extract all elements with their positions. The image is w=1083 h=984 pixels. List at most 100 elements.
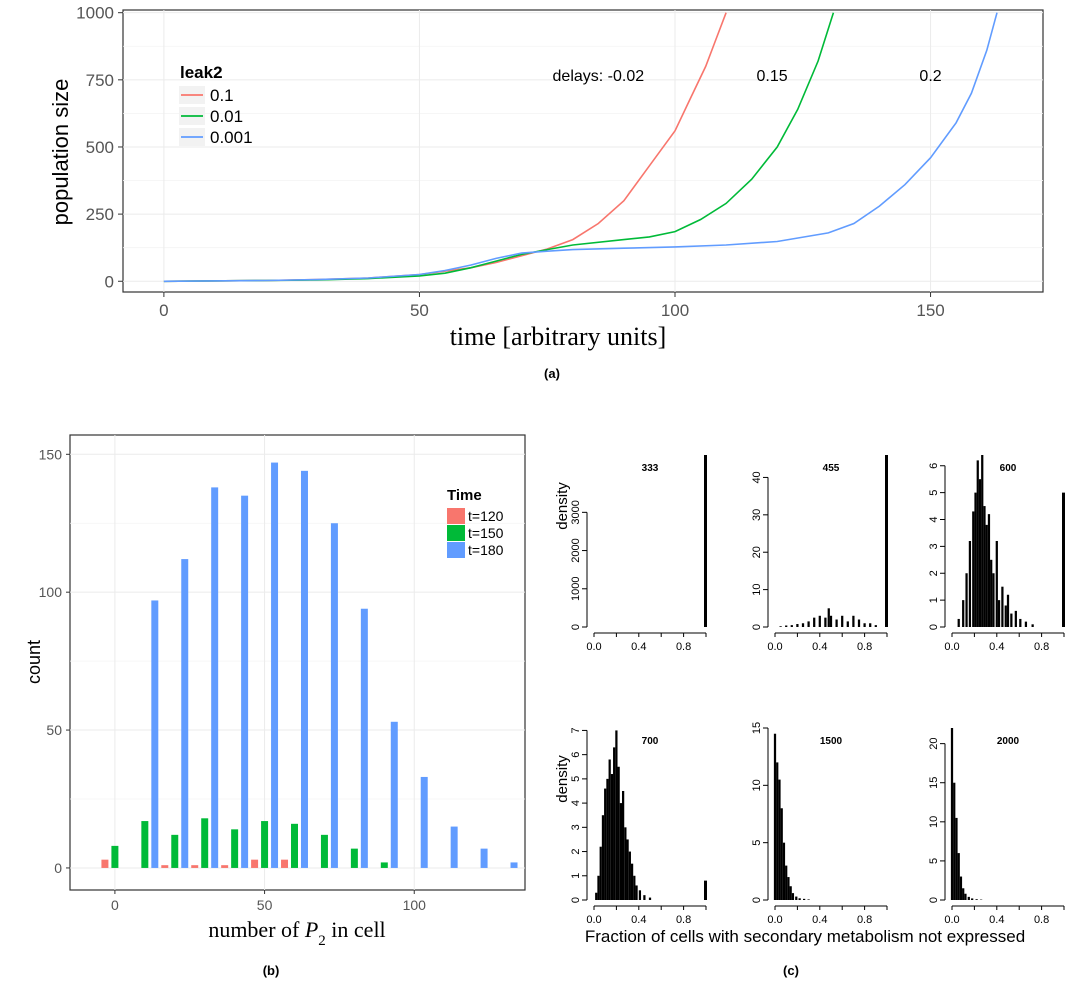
panel-b-bar (111, 845, 119, 868)
panel-c-x-tick-label: 0.4 (812, 641, 827, 653)
panel-a-annotation: 0.15 (757, 68, 788, 85)
panel-c-y-tick-label: 5 (751, 840, 763, 846)
panel-c-y-tick-label: 10 (928, 816, 940, 828)
panel-c-hist-bar (983, 506, 986, 627)
panel-a-x-tick-label: 50 (410, 301, 429, 320)
panel-c-hist-bar (778, 779, 781, 900)
panel-b-y-tick-label: 50 (46, 722, 62, 738)
panel-a-x-tick-label: 100 (661, 301, 689, 320)
panel-c-hist-bar (967, 896, 970, 900)
panel-c-hist-bar (976, 460, 979, 627)
panel-c-y-tick-label: 6 (928, 463, 940, 469)
panel-c-x-tick-label: 0.4 (631, 914, 646, 926)
panel-b-bar (320, 834, 328, 868)
panel-b-bar (211, 487, 219, 868)
panel-c-hist-bar (971, 898, 974, 900)
panel-b-bar (161, 865, 169, 868)
panel-c-y-tick-label: 0 (570, 897, 582, 903)
panel-c-hist-bar (597, 875, 600, 900)
panel-c-subplot-333: 333 0 1000 2000 3000 0.0 0.4 0.8 density (554, 455, 707, 653)
panel-b-y-axis-label: count (24, 640, 44, 684)
panel-c-hist-bar (795, 896, 798, 900)
panel-a-annotation: delays: -0.02 (553, 68, 645, 85)
panel-b-x-label-prefix: number of (208, 917, 305, 942)
panel-c-y-tick-label: 3 (570, 824, 582, 830)
panel-c-hist-bar (613, 747, 616, 900)
panel-b-bar (181, 559, 189, 868)
panel-c-y-tick-label: 40 (751, 471, 763, 483)
panel-b-bar (101, 859, 109, 868)
panel-c-hist-bar (1004, 605, 1007, 627)
panel-c-y-tick-label: 4 (570, 800, 582, 806)
panel-c-hist-bar (972, 511, 975, 627)
panel-c-hist-bar (827, 608, 830, 627)
panel-b-y-tick-label: 100 (39, 584, 63, 600)
panel-a-y-tick-label: 750 (86, 71, 114, 90)
panel-b-legend-label: t=150 (468, 525, 504, 541)
panel-b-x-ticks: 0 50 100 (111, 890, 426, 913)
panel-b-x-axis-label: number of P2 in cell (208, 917, 385, 949)
panel-b-grid (70, 435, 525, 890)
panel-c-y-tick-label: 3000 (570, 500, 582, 524)
panel-c-subplot-title: 333 (642, 463, 659, 474)
panel-c-x-tick-label: 0.4 (812, 914, 827, 926)
panel-a-series-line-1 (163, 12, 835, 283)
panel-c-hist-bar (780, 808, 783, 900)
panel-c-hist-bar (630, 863, 634, 900)
panel-c-hist-bar (846, 621, 849, 627)
panel-c-y-tick-label: 5 (928, 858, 940, 864)
panel-b-bar (300, 470, 308, 868)
panel-c-hist-bar (857, 619, 861, 627)
panel-c-hist-bar (633, 875, 636, 900)
panel-c-hist-bar (648, 897, 652, 900)
panel-b-bars (101, 462, 518, 868)
panel-b-x-tick-label: 0 (111, 897, 119, 913)
panel-c-hist-bar (965, 573, 968, 627)
panel-b-y-tick-label: 150 (39, 446, 63, 462)
panel-c-x-tick-label: 0.0 (767, 914, 782, 926)
panel-c-y-tick-label: 2 (928, 570, 940, 576)
panel-c-hist-bar (643, 895, 646, 900)
panel-b-bar (201, 818, 209, 868)
panel-a-y-tick-label: 500 (86, 138, 114, 157)
panel-c-y-axis-label: density (554, 482, 571, 530)
panel-c-y-tick-label: 20 (928, 738, 940, 750)
panel-a-legend-label: 0.001 (210, 128, 253, 147)
panel-c-x-tick-label: 0.0 (944, 914, 959, 926)
panel-c-hist-bar (773, 733, 777, 900)
panel-c-hist-bar (852, 615, 855, 627)
panel-c-hist-bar (789, 886, 792, 900)
panel-c-x-tick-label: 0.4 (989, 641, 1004, 653)
panel-c-hist-bar (824, 617, 827, 627)
panel-c-hist-bar (787, 877, 790, 900)
panel-b-bar (360, 608, 368, 868)
panel-c-x-tick-label: 0.8 (676, 641, 691, 653)
panel-c-hist-bar (885, 455, 888, 627)
panel-c-hist-bar (779, 626, 782, 627)
panel-c-subplot-1500: 1500 0 5 10 15 0.0 0.4 0.8 (751, 722, 888, 926)
panel-c-hist-bar (964, 893, 967, 900)
panel-c-y-tick-label: 0 (751, 897, 763, 903)
panel-b-bar (271, 462, 279, 868)
panel-c-y-tick-label: 15 (928, 777, 940, 789)
panel-c-y-tick-label: 30 (751, 509, 763, 521)
panel-b-bar (350, 848, 358, 868)
panel-c-hist-bar (962, 600, 965, 627)
panel-c-y-tick-label: 4 (928, 516, 940, 522)
panel-c-x-tick-label: 0.0 (767, 641, 782, 653)
panel-c-y-tick-label: 10 (751, 779, 763, 791)
panel-c-hist-bar (615, 730, 618, 900)
panel-b-y-tick-label: 0 (54, 860, 62, 876)
panel-a-x-tick-label: 0 (159, 301, 168, 320)
panel-c-x-tick-label: 0.0 (586, 914, 601, 926)
panel-c-y-tick-label: 6 (570, 752, 582, 758)
panel-c-hist-bar (790, 625, 793, 627)
panel-b-bar (380, 862, 388, 868)
panel-c-hist-bar (987, 514, 991, 627)
panel-b-bar (221, 865, 229, 868)
panel-c-y-tick-label: 2000 (570, 538, 582, 562)
panel-c-hist-bar (981, 455, 984, 627)
panel-c-x-axis-label: Fraction of cells with secondary metabol… (585, 927, 1025, 946)
panel-c-hist-bar (791, 893, 795, 900)
panel-c-hist-bar (638, 890, 642, 900)
